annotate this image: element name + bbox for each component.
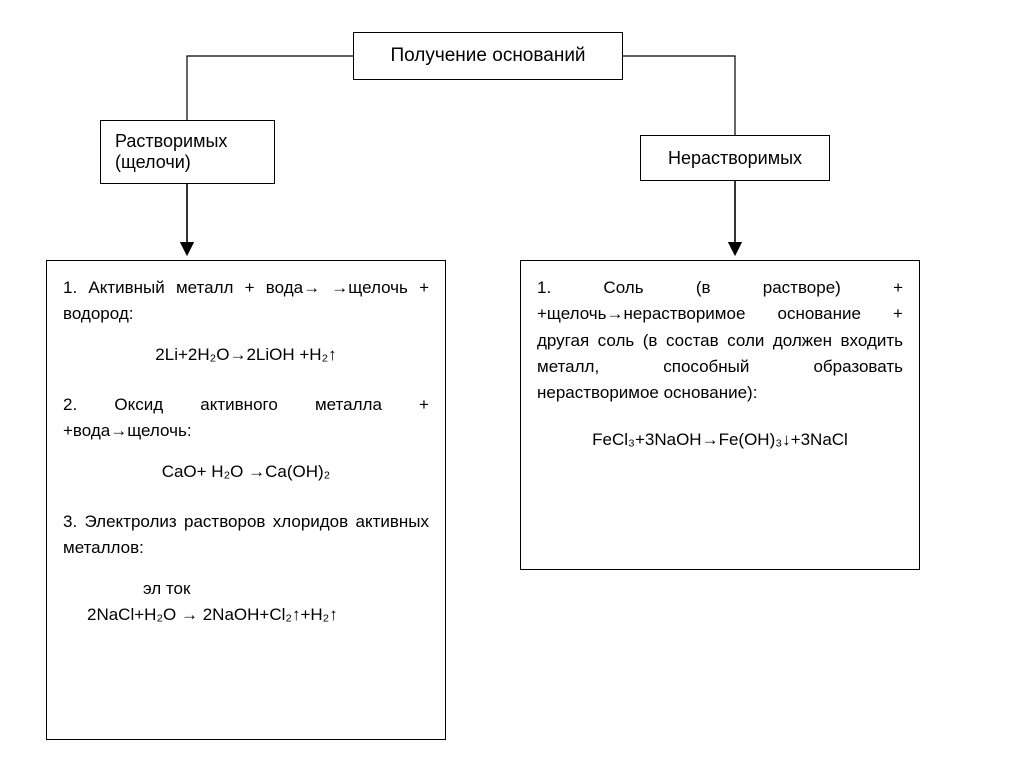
left-item3-label: эл ток bbox=[63, 576, 429, 602]
left-item2-formula: CaO+ H₂O →Ca(OH)₂ bbox=[63, 459, 429, 485]
branch-right-text: Нерастворимых bbox=[668, 148, 802, 169]
left-item3-text: 3. Электролиз растворов хлоридов активны… bbox=[63, 509, 429, 562]
left-item3-formula: 2NaCl+H₂O → 2NaOH+Cl₂↑+H₂↑ bbox=[63, 602, 429, 628]
left-item1-text: 1. Активный металл + вода→ →щелочь + вод… bbox=[63, 275, 429, 328]
branch-left-line1: Растворимых bbox=[115, 131, 227, 151]
branch-left-label: Растворимых (щелочи) bbox=[115, 131, 227, 173]
left-item1-formula: 2Li+2H₂O→2LiOH +H₂↑ bbox=[63, 342, 429, 368]
right-item1-text: 1. Соль (в растворе) + +щелочь→нераствор… bbox=[537, 275, 903, 407]
left-content-box: 1. Активный металл + вода→ →щелочь + вод… bbox=[46, 260, 446, 740]
title-box: Получение оснований bbox=[353, 32, 623, 80]
branch-left-box: Растворимых (щелочи) bbox=[100, 120, 275, 184]
right-content-box: 1. Соль (в растворе) + +щелочь→нераствор… bbox=[520, 260, 920, 570]
left-item2-text: 2. Оксид активного металла + +вода→щелоч… bbox=[63, 392, 429, 445]
right-item1-formula: FeCl₃+3NaOH→Fe(OH)₃↓+3NaCl bbox=[537, 427, 903, 453]
title-text: Получение оснований bbox=[390, 45, 585, 67]
branch-right-box: Нерастворимых bbox=[640, 135, 830, 181]
branch-left-line2: (щелочи) bbox=[115, 152, 191, 172]
